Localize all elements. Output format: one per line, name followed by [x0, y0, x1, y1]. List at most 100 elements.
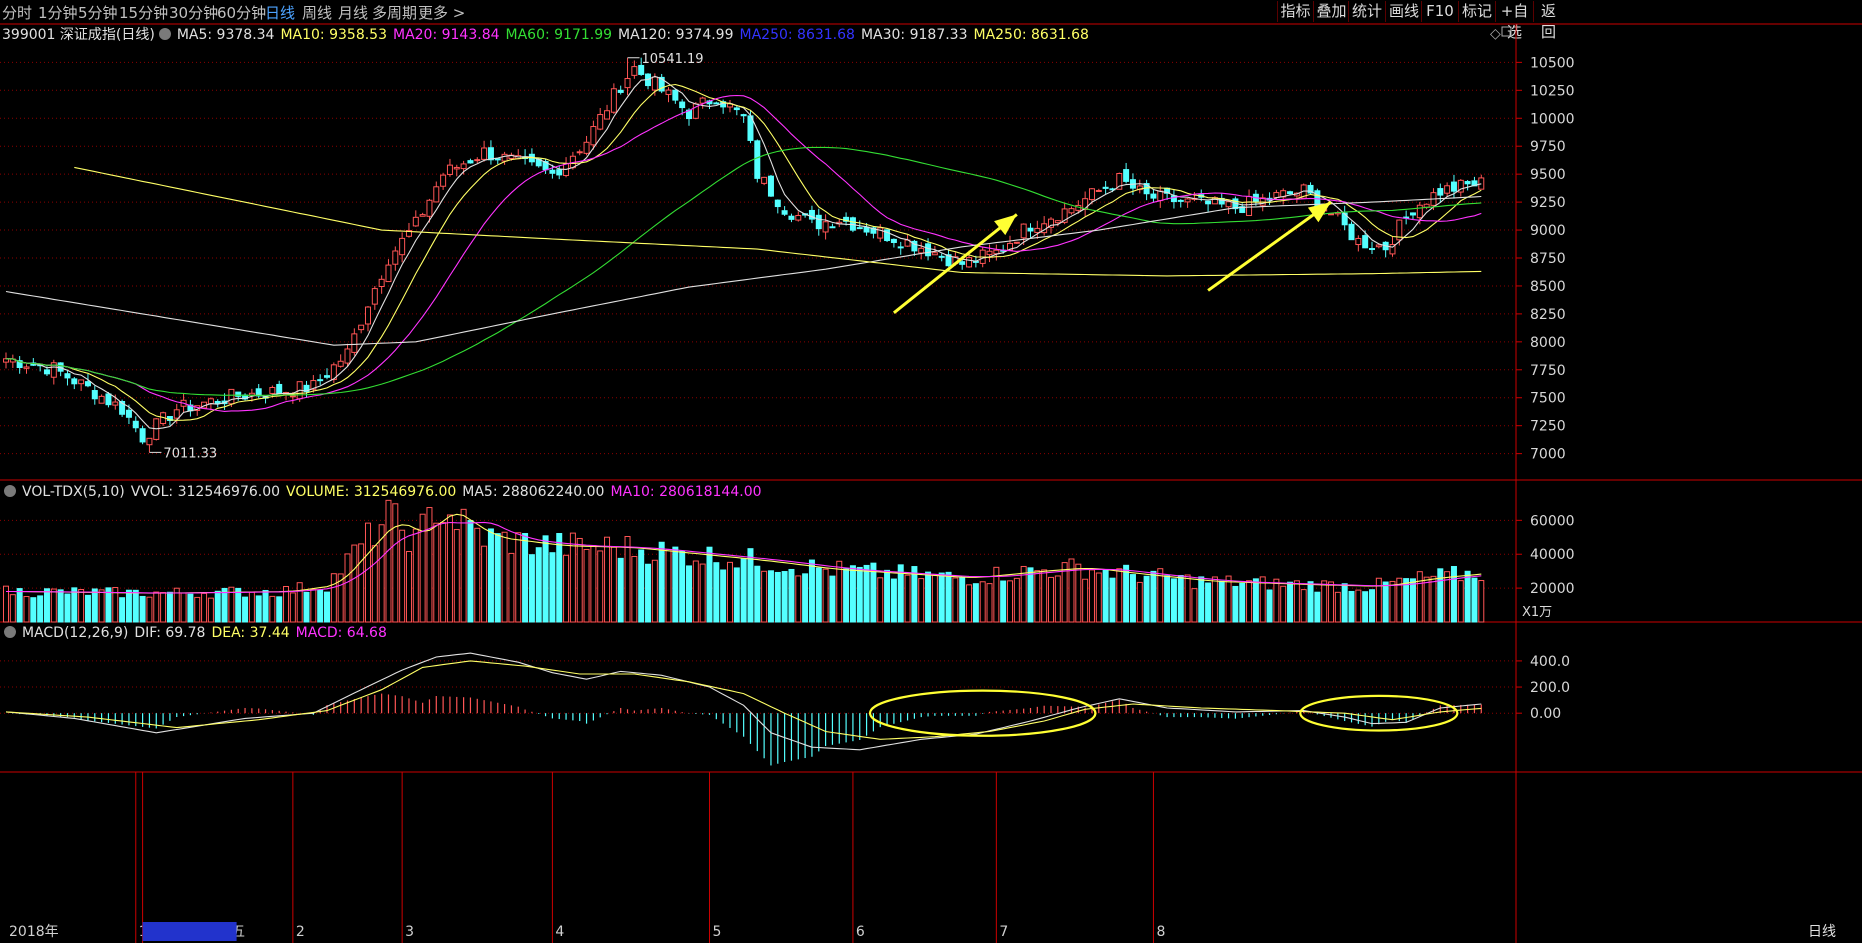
volume-bar [71, 587, 78, 623]
collapse-icon[interactable] [158, 28, 171, 40]
volume-bar [201, 592, 208, 623]
collapse-icon[interactable] [4, 485, 16, 497]
volume-bar [1457, 580, 1464, 623]
candle [160, 412, 167, 425]
period-tab[interactable]: 60分钟 [217, 4, 267, 22]
period-tab[interactable]: 5分钟 [78, 4, 118, 22]
period-tab[interactable]: 更多 > [418, 4, 466, 22]
ma60-line [5, 146, 1482, 396]
macd-legend: MACD(12,26,9) DIF: 69.78 DEA: 37.44 MACD: 6… [2, 625, 399, 641]
volume-bar [358, 543, 365, 623]
legend-item: MA30: 9187.33 [860, 27, 968, 43]
volume-bar [467, 520, 474, 623]
candle [166, 415, 173, 421]
period-tab[interactable]: 15分钟 [119, 4, 169, 22]
candle [276, 383, 283, 394]
volume-bar [1068, 558, 1075, 623]
y-tick-label: 0.00 [1530, 706, 1561, 722]
candle [829, 226, 836, 229]
volume-bar [64, 593, 71, 623]
candle [173, 409, 180, 419]
candle [1075, 204, 1082, 211]
period-tab[interactable]: 1分钟 [38, 4, 78, 22]
volume-bar [84, 594, 91, 623]
period-tab[interactable]: 30分钟 [169, 4, 219, 22]
volume-bar [1321, 580, 1328, 623]
candle [692, 103, 699, 119]
toolbar-button[interactable]: F10 [1421, 1, 1458, 22]
toolbar-button[interactable]: 返回 [1533, 1, 1563, 41]
candle [228, 388, 235, 405]
candle [952, 256, 959, 265]
candle [1109, 188, 1116, 191]
candle [330, 364, 337, 381]
volume-bar [843, 568, 850, 623]
volume-bar [713, 562, 720, 623]
candle [726, 103, 733, 108]
volume-bar [37, 595, 44, 623]
volume-bar [255, 595, 262, 623]
candle [385, 264, 392, 283]
volume-bar [1471, 577, 1478, 623]
volume-bar [1293, 580, 1300, 623]
candle [187, 404, 194, 412]
volume-bar [645, 563, 652, 623]
period-tab[interactable]: 多周期 [372, 4, 418, 22]
candle [515, 155, 522, 160]
candle [1300, 184, 1307, 199]
period-tab[interactable]: 月线 [338, 4, 369, 22]
volume-bar [1184, 574, 1191, 623]
y-tick-label: 40000 [1530, 547, 1575, 563]
toolbar-button[interactable]: 标记 [1458, 1, 1495, 22]
highlight-ellipse [1299, 694, 1459, 732]
volume-bar [1252, 578, 1259, 623]
y-tick-label: 9500 [1530, 167, 1566, 183]
candle [631, 66, 638, 76]
volume-bar [993, 566, 1000, 623]
volume-bar [494, 533, 501, 623]
volume-bar [1287, 581, 1294, 623]
candle [419, 214, 426, 217]
x-tick-label: 2 [296, 924, 305, 940]
collapse-icon[interactable] [4, 626, 16, 638]
ma5-line [5, 75, 1482, 430]
candle [119, 401, 126, 415]
candle [1157, 190, 1164, 202]
candle [1280, 190, 1287, 198]
candle [98, 395, 105, 404]
toolbar-button[interactable]: 叠加 [1313, 1, 1349, 22]
volume-bar [679, 550, 686, 623]
candle [993, 249, 1000, 255]
volume-legend: VOL-TDX(5,10) VVOL: 312546976.00 VOLUME: 3… [2, 484, 774, 500]
legend-item: MA20: 9143.84 [392, 27, 500, 43]
candle [761, 176, 768, 184]
volume-bar [399, 529, 406, 623]
volume-bar [330, 573, 337, 623]
volume-bar [535, 547, 542, 623]
volume-bar [542, 535, 549, 623]
volume-bar [1047, 576, 1054, 623]
toolbar-button[interactable]: 画线 [1385, 1, 1422, 22]
candle [1034, 227, 1041, 233]
candle [324, 375, 331, 378]
period-tab[interactable]: 周线 [302, 4, 333, 22]
volume-bar [187, 593, 194, 623]
price-panel: 10541.19 7011.33 [3, 52, 1485, 461]
toolbar-button[interactable]: +自选 [1495, 1, 1533, 41]
y-tick-label: 400.0 [1530, 654, 1570, 670]
period-tab[interactable]: 日线 [265, 4, 296, 22]
volume-bar [972, 583, 979, 623]
volume-bar [173, 587, 180, 623]
toolbar-button[interactable]: 统计 [1348, 1, 1385, 22]
candle [522, 156, 529, 160]
volume-bar [235, 587, 242, 623]
volume-bar [269, 595, 276, 623]
candle [1123, 169, 1130, 182]
volume-bar [501, 531, 508, 623]
toolbar-button[interactable]: 指标 [1277, 1, 1313, 22]
volume-bar [310, 589, 317, 623]
period-tab[interactable]: 分时 [2, 4, 33, 22]
volume-bar [1109, 577, 1116, 623]
candle [1218, 197, 1225, 205]
